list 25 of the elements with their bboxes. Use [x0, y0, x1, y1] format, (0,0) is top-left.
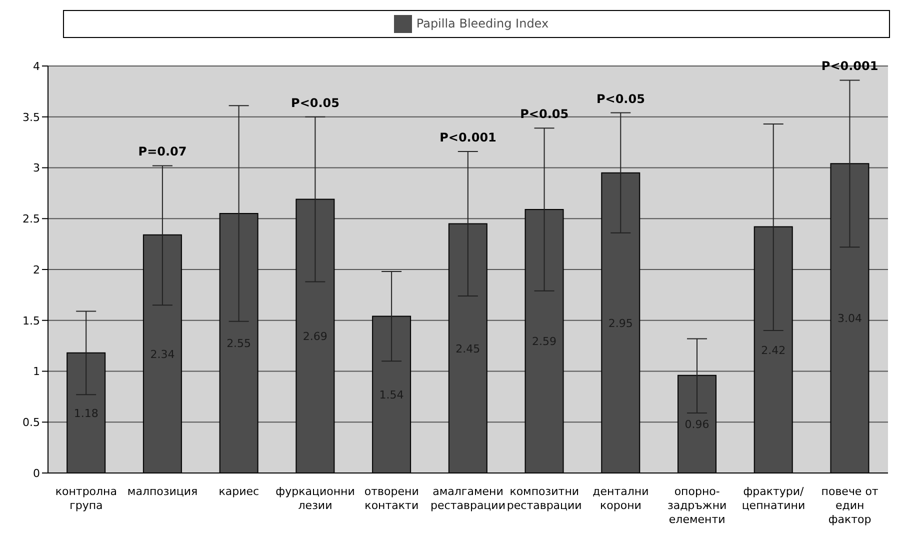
- x-tick-label: малпозиция: [127, 485, 198, 498]
- annotation: P=0.07: [138, 144, 187, 159]
- legend-label: Papilla Bleeding Index: [416, 16, 549, 30]
- y-tick-label: 0: [33, 466, 40, 480]
- annotation: P<0.05: [291, 96, 340, 110]
- y-tick-label: 0.5: [22, 416, 40, 430]
- annotation: P<0.001: [440, 130, 496, 144]
- y-tick-label: 2.5: [22, 212, 40, 226]
- y-tick-label: 1: [33, 365, 40, 378]
- y-tick-label: 1.5: [22, 314, 40, 328]
- x-tick-label: повече от един фактор: [821, 485, 879, 526]
- x-tick-label: опорно-задръжни елементи: [667, 485, 727, 526]
- x-tick-label: фрактури/цепнатини: [742, 485, 806, 512]
- y-tick-label: 3: [33, 162, 40, 175]
- x-tick-label: амалгамени реставрации: [430, 485, 506, 512]
- x-tick-label: контролна група: [55, 485, 118, 512]
- x-tick-label: кариес: [218, 485, 260, 498]
- annotation: P<0.05: [596, 92, 645, 106]
- x-tick-label: фуркационни лезии: [276, 485, 355, 512]
- x-tick-label: дентални корони: [592, 485, 649, 512]
- y-tick-label: 2: [33, 263, 40, 276]
- x-tick-label: отворени контакти: [364, 485, 419, 512]
- y-tick-label: 4: [33, 60, 40, 73]
- x-tick-label: композитни реставрации: [506, 485, 582, 512]
- y-tick-label: 3.5: [22, 110, 40, 124]
